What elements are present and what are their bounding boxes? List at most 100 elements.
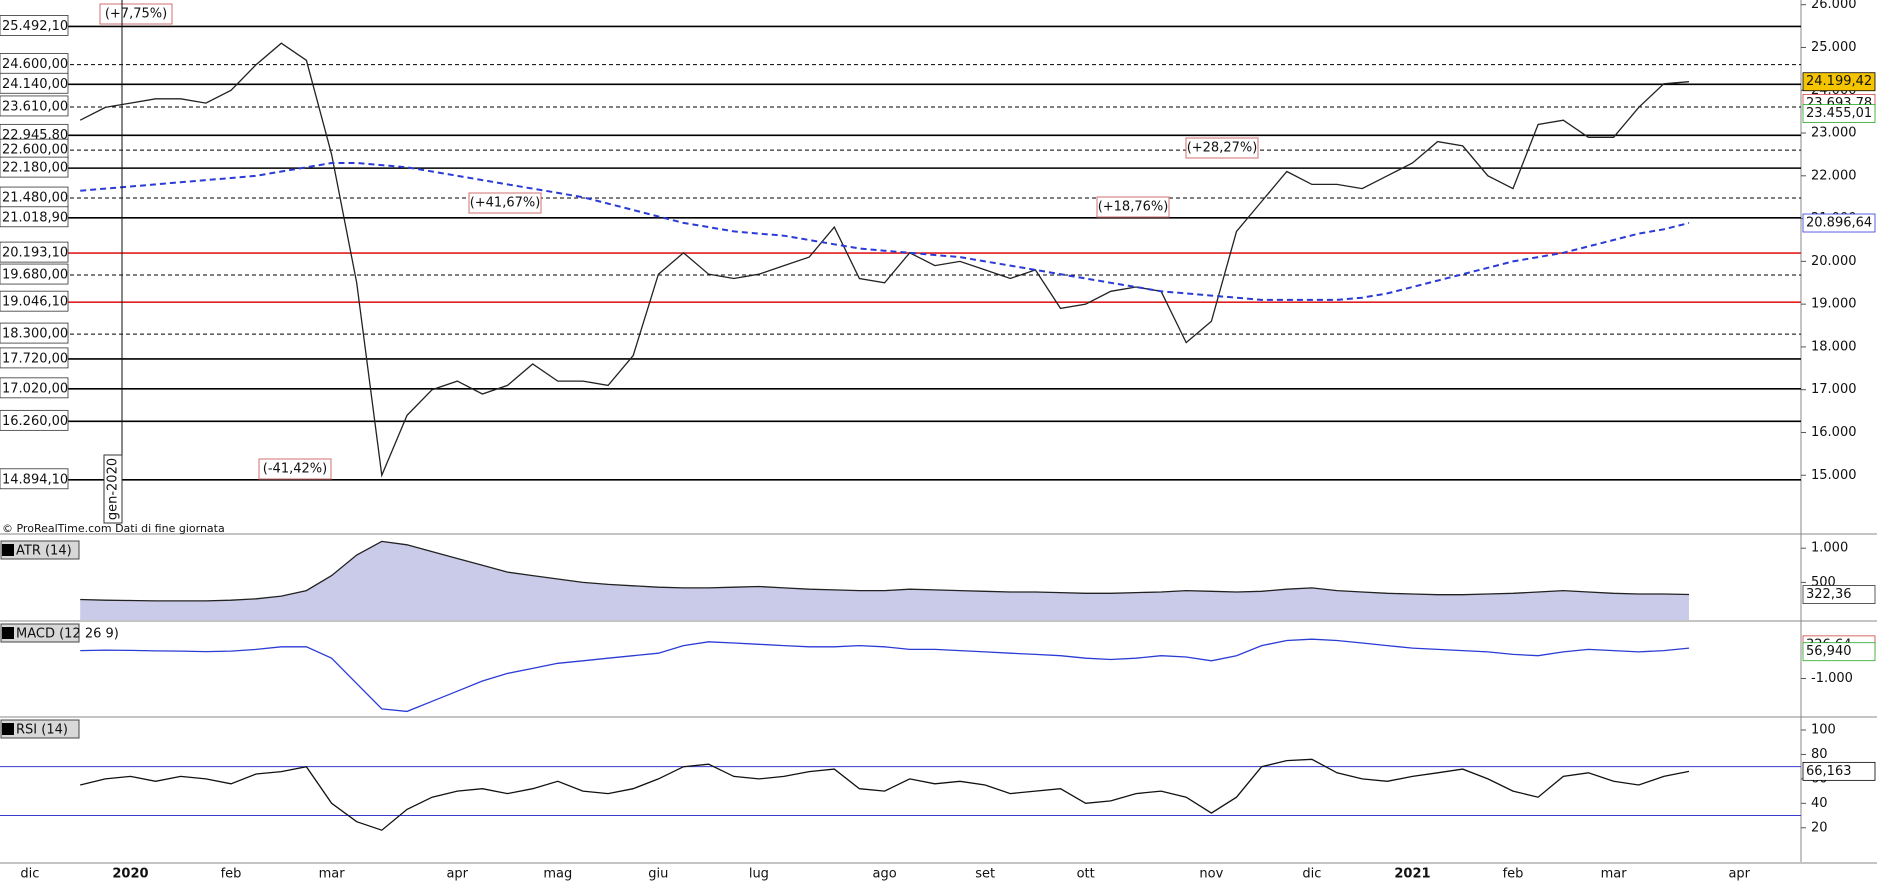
level-label: 18.300,00	[2, 327, 68, 342]
value-label: 20.896,64	[1806, 216, 1872, 231]
x-tick-label: dic	[20, 867, 39, 882]
level-label-box	[0, 263, 69, 285]
annotation-box	[1185, 137, 1259, 159]
panel-label: ATR (14)	[16, 544, 72, 559]
annotation-box	[468, 192, 542, 214]
x-tick-label: apr	[1728, 867, 1750, 882]
level-label: 20.193,10	[2, 246, 68, 261]
panel-label-box	[0, 719, 80, 739]
y-tick-label: 19.000	[1811, 297, 1857, 312]
series-line	[80, 758, 1690, 831]
level-label: 17.720,00	[2, 351, 68, 366]
series-line	[79, 42, 1690, 478]
level-label: 25.492,10	[2, 19, 68, 34]
y-tick-label: -1.000	[1811, 671, 1853, 686]
level-label: 22.180,00	[2, 161, 68, 176]
value-label: 66,163	[1806, 764, 1852, 779]
value-label-box	[1802, 761, 1876, 781]
panel-label: MACD (12 26 9)	[16, 627, 119, 642]
series-line	[80, 162, 1690, 301]
level-label: 19.046,10	[2, 295, 68, 310]
x-tick-label: mar	[319, 867, 346, 882]
level-label-box	[0, 290, 69, 312]
panel-label-swatch	[2, 723, 14, 735]
value-label: 322,36	[1806, 587, 1852, 602]
level-label-box	[0, 95, 69, 117]
value-label-box	[1802, 104, 1876, 123]
x-tick-label: ott	[1077, 867, 1095, 882]
level-label-box	[0, 347, 69, 369]
level-label: 17.020,00	[2, 381, 68, 396]
date-marker: gen-2020	[106, 458, 121, 520]
x-tick-label: set	[975, 867, 995, 882]
annotation: (+18,76%)	[1098, 200, 1169, 215]
annotation-box	[99, 3, 173, 25]
value-label: 24.199,42	[1806, 74, 1872, 89]
y-tick-label: 25.000	[1811, 40, 1857, 55]
x-tick-label: feb	[221, 867, 242, 882]
level-label-box	[0, 409, 69, 431]
value-label-box	[1802, 72, 1876, 92]
level-label-box	[0, 468, 69, 490]
date-marker-box	[103, 454, 123, 524]
panel-label-swatch	[2, 627, 14, 639]
level-label-box	[0, 377, 69, 399]
value-label-box	[1802, 585, 1876, 604]
level-label: 21.018,90	[2, 210, 68, 225]
y-tick-label: 26.000	[1811, 0, 1857, 12]
y-tick-label: 23.000	[1811, 126, 1857, 141]
y-tick-label: 16.000	[1811, 425, 1857, 440]
level-label: 22.600,00	[2, 143, 68, 158]
x-tick-label: 2020	[112, 867, 148, 882]
y-tick-label: 15.000	[1811, 468, 1857, 483]
annotation: (+7,75%)	[105, 7, 167, 22]
y-tick-label: 18.000	[1811, 339, 1857, 354]
level-label-box	[0, 72, 69, 94]
x-tick-label: nov	[1199, 867, 1223, 882]
panel-label-swatch	[2, 544, 14, 556]
x-tick-label: giu	[648, 867, 668, 882]
annotation: (+28,27%)	[1187, 141, 1258, 156]
series-line	[80, 540, 1690, 602]
x-tick-label: dic	[1302, 867, 1321, 882]
level-label: 21.480,00	[2, 191, 68, 206]
value-label: 23.455,01	[1806, 106, 1872, 121]
level-label: 16.260,00	[2, 414, 68, 429]
level-label-box	[0, 15, 69, 36]
level-label: 24.140,00	[2, 77, 68, 92]
x-tick-label: ago	[872, 867, 896, 882]
level-label: 24.600,00	[2, 57, 68, 72]
y-tick-label: 40	[1811, 796, 1828, 811]
annotation: (+41,67%)	[470, 196, 541, 211]
level-label-box	[0, 322, 69, 344]
value-label-box	[1802, 213, 1876, 233]
atr-area	[80, 541, 1690, 620]
x-tick-label: mag	[543, 867, 572, 882]
level-label: 19.680,00	[2, 268, 68, 283]
level-label: 14.894,10	[2, 472, 68, 487]
x-tick-label: 2021	[1394, 867, 1430, 882]
y-tick-label: 22.000	[1811, 168, 1857, 183]
panel-label-box	[0, 540, 80, 560]
x-tick-label: mar	[1601, 867, 1628, 882]
y-tick-label: 17.000	[1811, 382, 1857, 397]
y-tick-label: 20	[1811, 820, 1828, 835]
panel-label: RSI (14)	[16, 723, 68, 738]
y-tick-label: 20.000	[1811, 254, 1857, 269]
credit: © ProRealTime.com Dati di fine giornata	[2, 522, 225, 535]
annotation-box	[1096, 196, 1170, 218]
y-tick-label: 1.000	[1811, 541, 1848, 556]
level-label-box	[0, 241, 69, 263]
level-label-box	[0, 156, 69, 178]
x-tick-label: feb	[1503, 867, 1524, 882]
value-label: 56,940	[1806, 644, 1852, 659]
value-label-box	[1802, 642, 1876, 662]
x-tick-label: apr	[446, 867, 468, 882]
y-tick-label: 80	[1811, 747, 1828, 762]
level-label: 23.610,00	[2, 99, 68, 114]
series-line	[80, 638, 1690, 713]
x-tick-label: lug	[749, 867, 769, 882]
annotation: (-41,42%)	[263, 462, 327, 477]
